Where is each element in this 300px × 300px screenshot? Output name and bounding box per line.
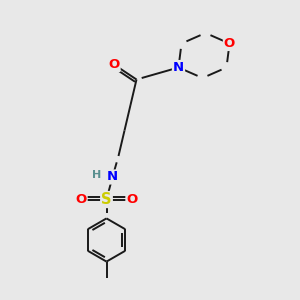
Text: N: N xyxy=(107,170,118,184)
Text: O: O xyxy=(224,37,235,50)
Text: O: O xyxy=(108,58,120,71)
Text: S: S xyxy=(101,192,112,207)
Text: O: O xyxy=(75,193,87,206)
Text: H: H xyxy=(92,169,101,180)
Text: O: O xyxy=(126,193,138,206)
Text: N: N xyxy=(173,61,184,74)
